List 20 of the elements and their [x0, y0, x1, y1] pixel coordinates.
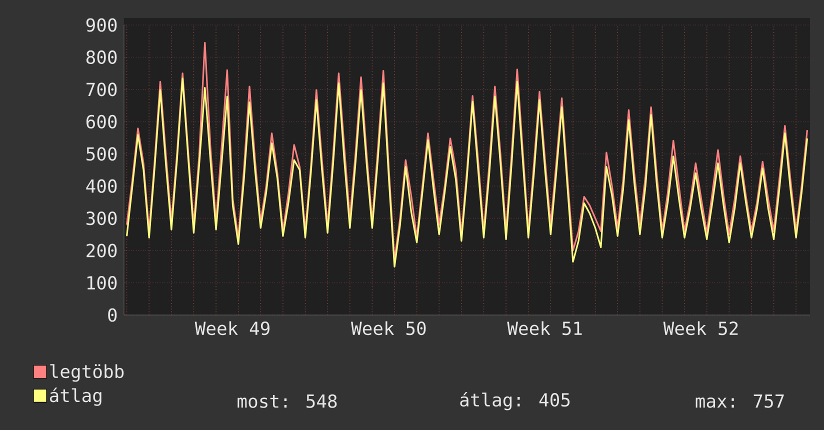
y-tick-label: 100	[87, 276, 117, 290]
legend-label: legtöbb	[50, 364, 124, 382]
y-tick-label: 800	[86, 50, 117, 64]
x-tick-label: Week 50	[350, 321, 426, 336]
y-tick-label: 200	[86, 244, 117, 258]
y-tick-label: 900	[86, 18, 117, 32]
text: max: 757	[696, 394, 784, 408]
y-tick-label: 600	[86, 114, 117, 128]
y-tick-label: 300	[86, 212, 117, 226]
y-tick-label: 0	[108, 308, 117, 322]
y-tick-label: 500	[86, 147, 117, 161]
x-tick-label: Week 51	[507, 321, 582, 336]
y-tick-label: 700	[86, 82, 117, 96]
legend-label: átlag	[50, 388, 102, 406]
x-tick-label: Week 52	[663, 321, 738, 336]
text: átlag: 405	[460, 392, 570, 410]
line-series	[126, 78, 808, 268]
x-tick-label: Week 49	[194, 321, 270, 336]
y-tick-label: 400	[86, 179, 117, 193]
text: most: 548	[238, 394, 337, 408]
